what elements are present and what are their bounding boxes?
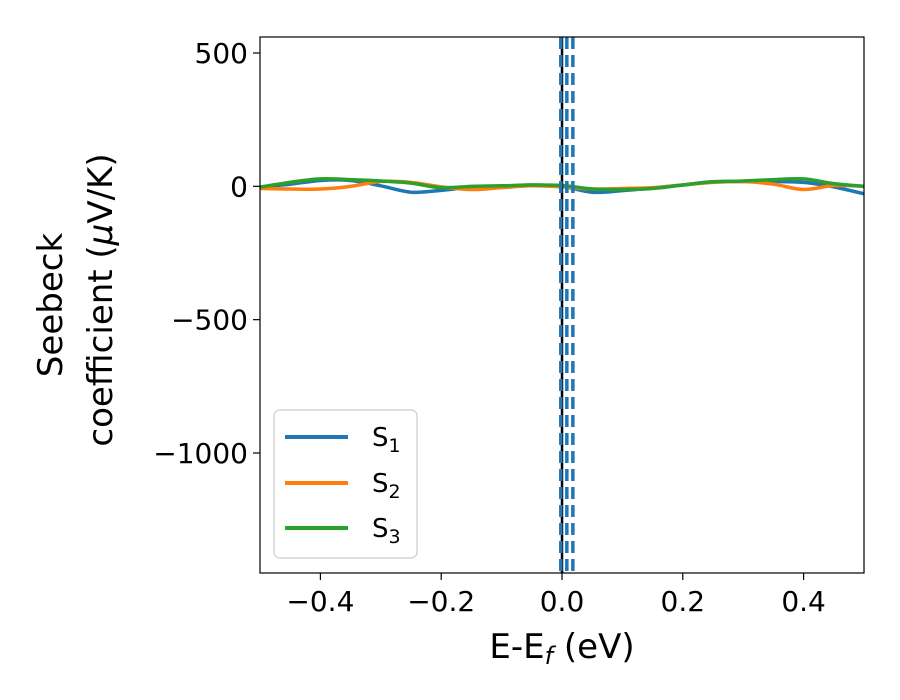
legend-s2-name: S: [372, 469, 389, 499]
legend-label-s1: S1: [372, 423, 401, 457]
y-axis-label-mu: μ: [81, 224, 121, 247]
legend-s1-sub: 1: [389, 435, 401, 457]
legend-label-s3: S3: [372, 514, 401, 548]
y-tick-label: −500: [171, 304, 248, 337]
x-tick-label: 0.2: [661, 585, 706, 618]
legend-s1-name: S: [372, 423, 389, 453]
x-axis-label-tail: (eV): [553, 627, 635, 667]
legend: S1 S2 S3: [273, 409, 418, 559]
x-axis-label-main: E-E: [489, 627, 544, 667]
x-tick-label: 0.4: [781, 585, 826, 618]
y-axis-ticks: 500 0 −500 −1000: [153, 37, 260, 470]
y-tick-label: 0: [230, 170, 248, 203]
y-axis-label-part2: V/K): [81, 153, 121, 223]
legend-label-s2: S2: [372, 469, 401, 503]
legend-s3-sub: 3: [389, 526, 401, 548]
x-tick-label: −0.2: [407, 585, 475, 618]
y-axis-label-line2: coefficient (μV/K): [81, 153, 121, 446]
x-axis-ticks: −0.4 −0.2 0.0 0.2 0.4: [286, 573, 826, 618]
y-axis-label-line1: Seebeck: [31, 233, 71, 378]
x-axis-label: E-Ef (eV): [489, 627, 634, 670]
legend-s3-name: S: [372, 514, 389, 544]
plot-frame: [259, 36, 865, 574]
x-tick-label: −0.4: [286, 585, 354, 618]
y-tick-label: 500: [195, 37, 248, 70]
y-tick-label: −1000: [153, 437, 248, 470]
y-axis-label-part1: coefficient (: [81, 245, 121, 446]
legend-s2-sub: 2: [389, 481, 401, 503]
plot-area: [260, 37, 864, 573]
x-tick-label: 0.0: [540, 585, 585, 618]
